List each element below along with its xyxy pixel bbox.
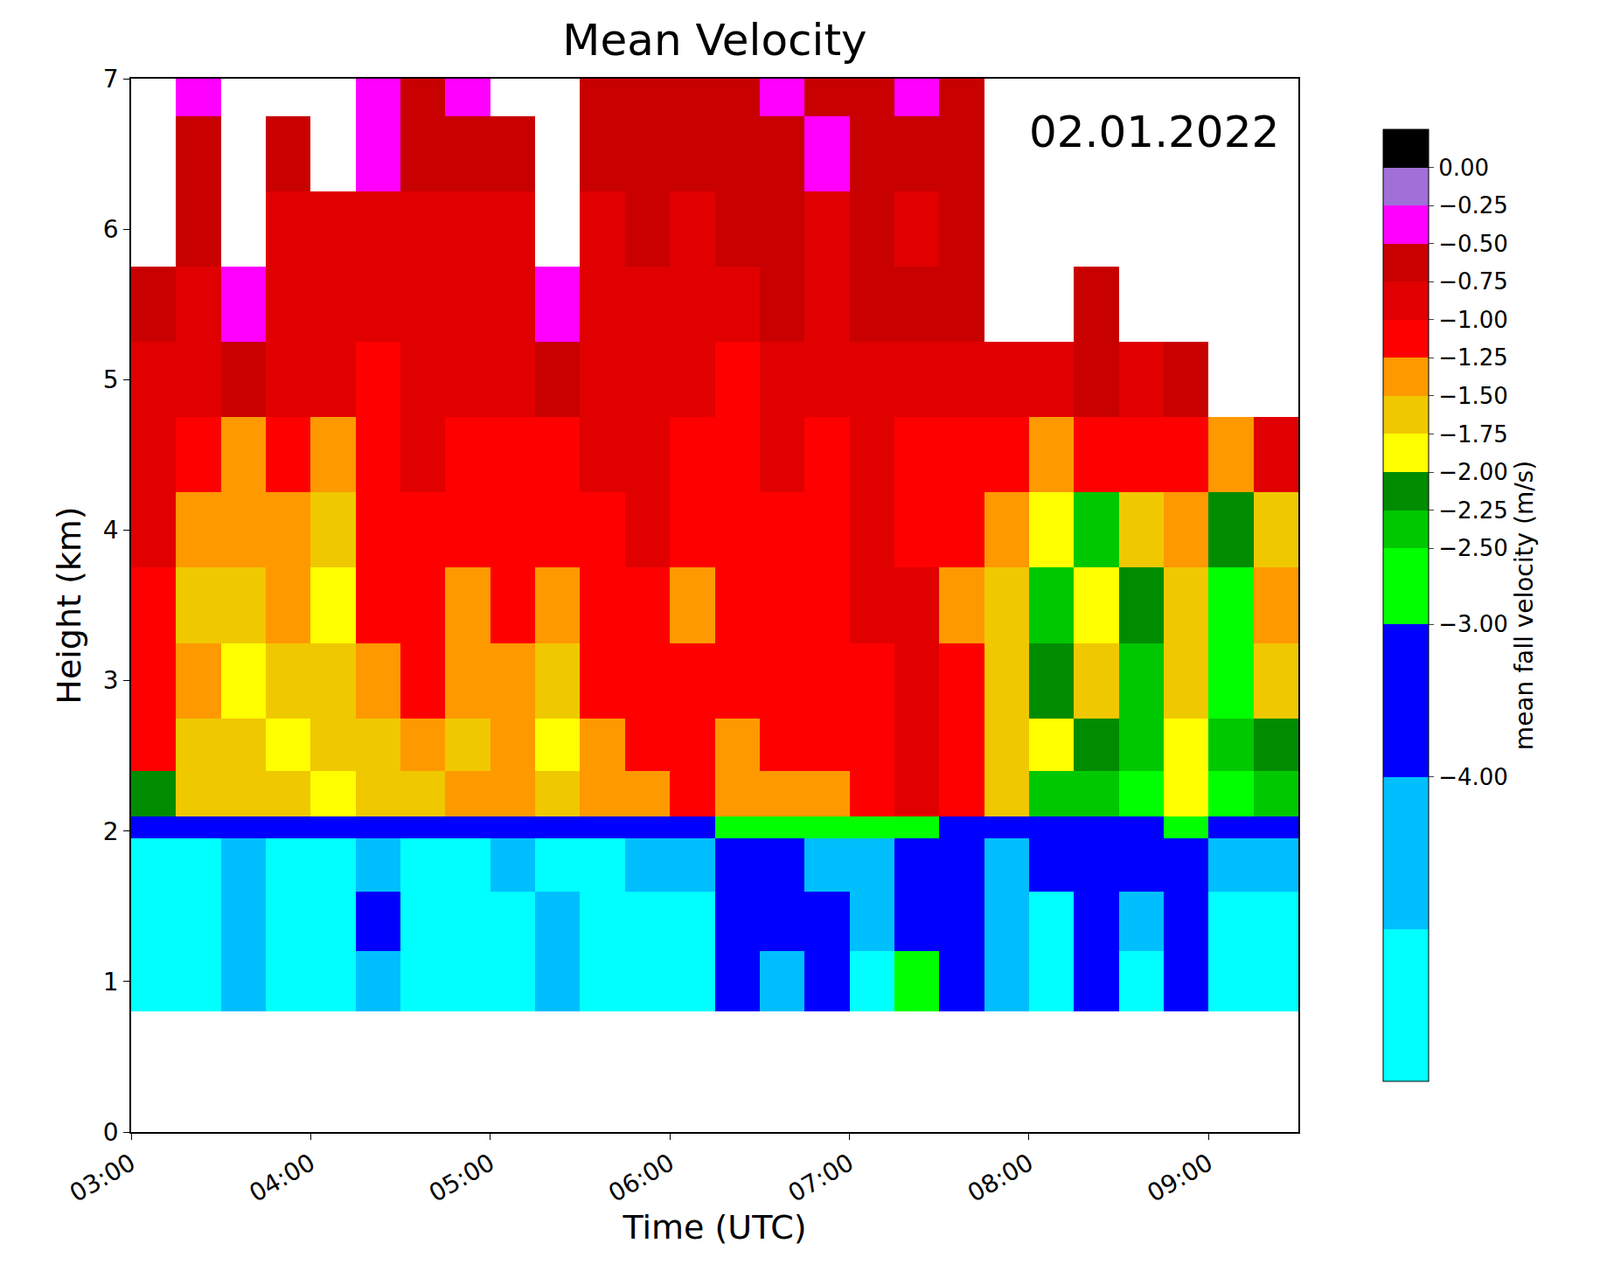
svg-text:Mean Velocity: Mean Velocity xyxy=(562,14,867,66)
svg-text:04:00: 04:00 xyxy=(243,1147,320,1209)
svg-text:−1.00: −1.00 xyxy=(1438,306,1509,334)
svg-text:Height (km): Height (km) xyxy=(49,506,89,704)
svg-text:3: 3 xyxy=(103,666,119,696)
svg-text:−2.25: −2.25 xyxy=(1438,497,1509,524)
svg-text:−1.75: −1.75 xyxy=(1438,421,1509,448)
svg-text:−2.00: −2.00 xyxy=(1438,459,1509,486)
svg-text:−3.00: −3.00 xyxy=(1438,611,1509,638)
svg-text:−1.50: −1.50 xyxy=(1438,382,1509,410)
svg-text:−1.25: −1.25 xyxy=(1438,344,1509,371)
svg-text:09:00: 09:00 xyxy=(1141,1147,1218,1209)
svg-text:06:00: 06:00 xyxy=(603,1147,679,1209)
svg-text:02.01.2022: 02.01.2022 xyxy=(1029,106,1280,158)
svg-text:0: 0 xyxy=(103,1118,119,1148)
svg-text:08:00: 08:00 xyxy=(962,1147,1038,1209)
svg-text:07:00: 07:00 xyxy=(783,1147,859,1209)
svg-text:4: 4 xyxy=(103,515,119,545)
svg-text:05:00: 05:00 xyxy=(424,1147,500,1209)
svg-text:−0.75: −0.75 xyxy=(1438,268,1509,295)
svg-text:5: 5 xyxy=(103,365,119,395)
svg-text:1: 1 xyxy=(103,967,119,997)
svg-text:Time (UTC): Time (UTC) xyxy=(621,1208,807,1247)
svg-text:−0.25: −0.25 xyxy=(1438,192,1509,219)
svg-text:−2.50: −2.50 xyxy=(1438,535,1509,562)
svg-text:03:00: 03:00 xyxy=(64,1147,140,1209)
svg-text:−4.00: −4.00 xyxy=(1438,764,1509,791)
svg-text:6: 6 xyxy=(103,215,119,244)
svg-text:2: 2 xyxy=(103,817,119,847)
svg-text:−0.50: −0.50 xyxy=(1438,230,1509,258)
svg-text:mean fall velocity (m/s): mean fall velocity (m/s) xyxy=(1509,460,1539,751)
svg-text:0.00: 0.00 xyxy=(1438,154,1489,181)
svg-text:7: 7 xyxy=(103,64,119,94)
